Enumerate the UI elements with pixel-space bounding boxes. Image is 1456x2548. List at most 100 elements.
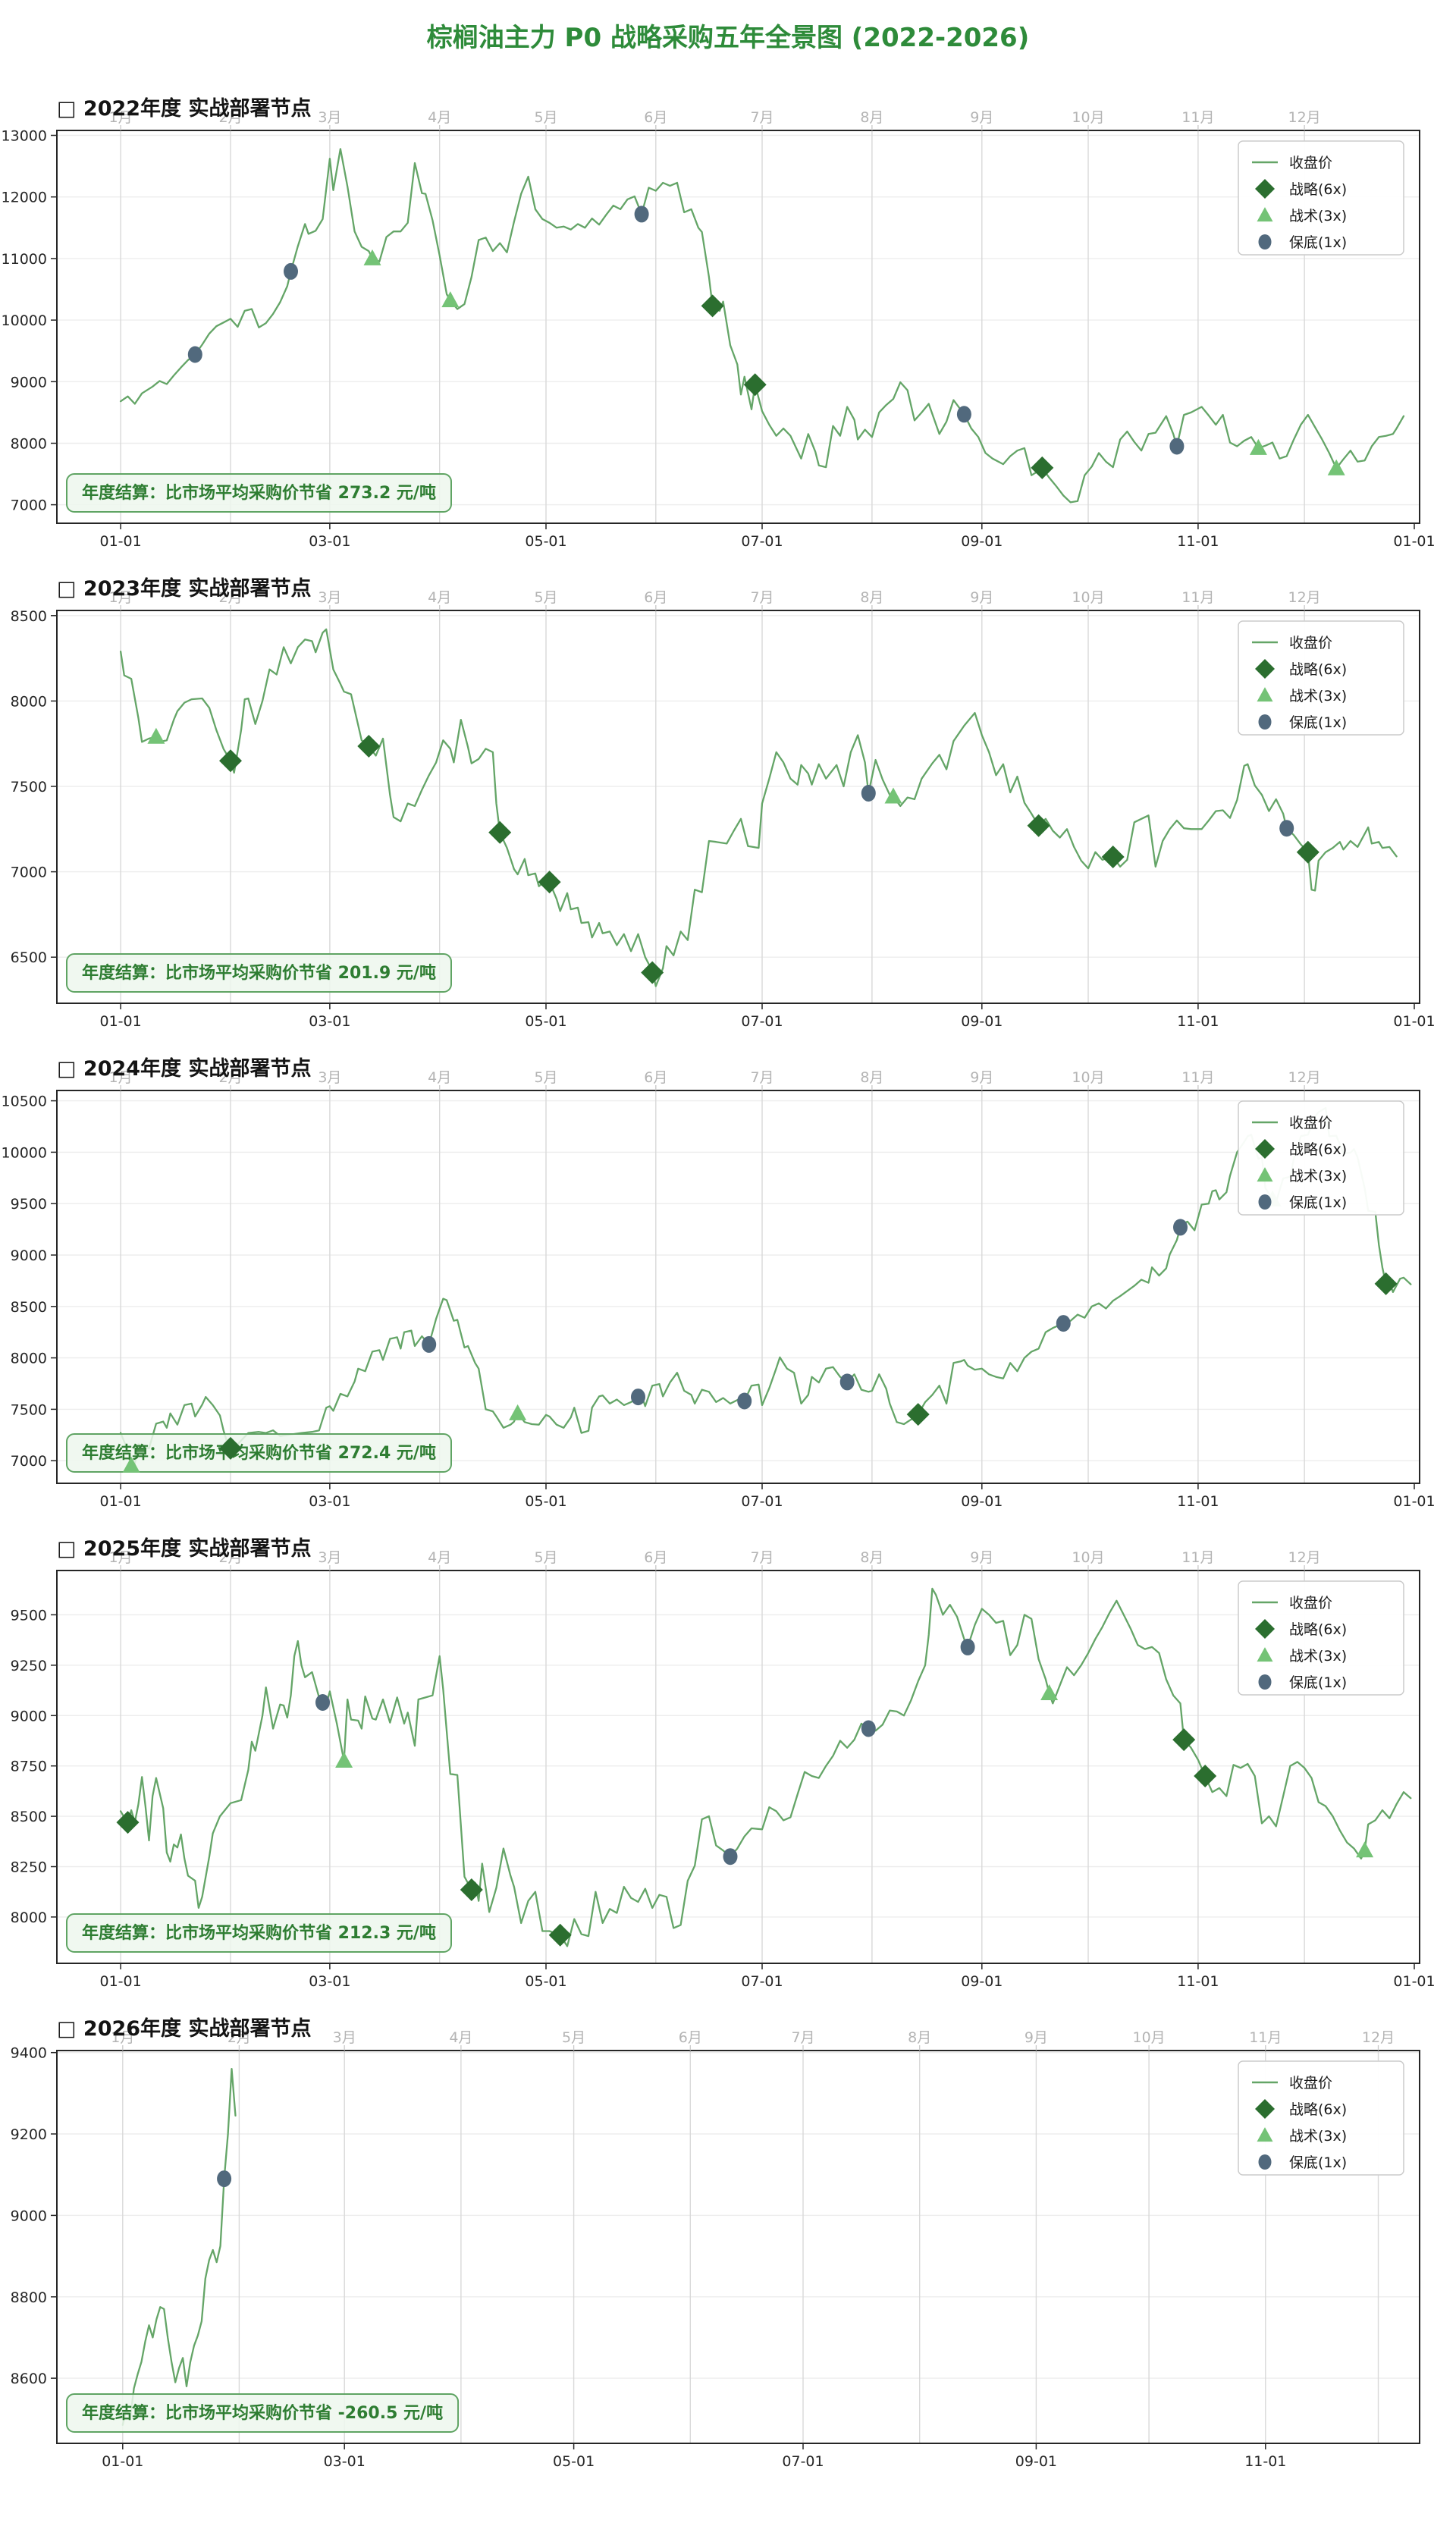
plot-frame — [56, 610, 1420, 1004]
legend-box — [1238, 1580, 1404, 1696]
month-label: 1月 — [111, 2029, 134, 2046]
x-tick-label: 09-01 — [961, 1013, 1003, 1030]
month-label: 12月 — [1288, 1069, 1321, 1086]
chart-section-2026: 年度结算：比市场平均采购价节省 -260.5 元/吨 8600 8800 9000 92… — [0, 2002, 1456, 2482]
floor-marker — [839, 1373, 855, 1391]
month-label: 6月 — [644, 109, 667, 126]
subplot-title: □ 2023年度 实战部署节点 — [57, 576, 311, 601]
month-label: 9月 — [970, 109, 993, 126]
y-tick-label: 8500 — [11, 1809, 47, 1825]
legend-label: 战术(3x) — [1289, 2128, 1347, 2145]
legend-tactic-icon — [1257, 687, 1273, 702]
gridlines — [57, 130, 1420, 523]
month-label: 3月 — [333, 2029, 356, 2046]
legend-label: 保底(1x) — [1289, 714, 1347, 731]
x-tick-label: 01-01 — [1393, 1973, 1435, 1990]
legend-strategy-icon — [1255, 179, 1275, 199]
y-tick-label: 7000 — [11, 497, 47, 514]
y-tick-label: 13000 — [2, 128, 47, 145]
axes: 6500 7000 7500 8000 8500 01-01 03-01 05-01 07-01… — [11, 589, 1436, 1030]
x-tick-label: 05-01 — [525, 1493, 566, 1510]
x-tick-label: 09-01 — [961, 533, 1003, 550]
month-label: 9月 — [970, 589, 993, 606]
chart-section-2025: 年度结算：比市场平均采购价节省 212.3 元/吨 8000 8250 8500 875… — [0, 1522, 1456, 2002]
x-tick-label: 01-01 — [1393, 1493, 1435, 1510]
y-tick-label: 7000 — [11, 864, 47, 881]
y-tick-label: 8800 — [11, 2289, 47, 2306]
legend-tactic-icon — [1257, 1167, 1273, 1182]
x-tick-label: 07-01 — [741, 533, 783, 550]
month-label: 2月 — [228, 2029, 251, 2046]
price-line — [119, 628, 1398, 987]
legend-box — [1238, 2060, 1404, 2176]
axes: 8000 8250 8500 8750 9000 9250 9500 01-01 03-01 05… — [11, 1549, 1436, 1990]
legend-floor-icon — [1258, 714, 1272, 730]
y-tick-label: 8750 — [11, 1759, 47, 1775]
annotation-box — [66, 2393, 460, 2433]
floor-marker — [631, 1389, 645, 1406]
floor-marker — [1279, 820, 1294, 837]
strategy-marker — [1296, 840, 1320, 864]
legend-strategy-icon — [1255, 659, 1275, 679]
price-line — [119, 1106, 1412, 1467]
month-label: 8月 — [908, 2029, 931, 2046]
strategy-marker — [701, 294, 724, 318]
legend-label: 战术(3x) — [1289, 688, 1347, 704]
y-tick-label: 9200 — [11, 2126, 47, 2143]
month-label: 12月 — [1288, 1549, 1321, 1566]
y-tick-label: 8000 — [11, 693, 47, 710]
gridlines — [57, 1090, 1420, 1483]
x-tick-label: 07-01 — [741, 1973, 783, 1990]
month-label: 5月 — [562, 2029, 585, 2046]
x-tick-label: 05-01 — [553, 2453, 595, 2470]
strategy-marker — [460, 1878, 483, 1901]
tactic-marker — [1327, 459, 1345, 475]
annotation-text: 年度结算：比市场平均采购价节省 273.2 元/吨 — [82, 483, 436, 503]
month-label: 7月 — [750, 1069, 774, 1086]
tactic-marker — [509, 1404, 527, 1420]
annotation-box — [66, 1913, 452, 1953]
month-label: 6月 — [679, 2029, 702, 2046]
x-tick-label: 01-01 — [1393, 533, 1435, 550]
x-tick-label: 01-01 — [99, 1973, 141, 1990]
floor-marker — [284, 262, 298, 280]
floor-marker — [1169, 438, 1185, 455]
legend-label: 战略(6x) — [1289, 1621, 1347, 1638]
strategy-marker — [219, 1436, 242, 1460]
month-label: 12月 — [1288, 589, 1321, 606]
x-tick-label: 03-01 — [309, 1973, 350, 1990]
floor-marker — [956, 406, 971, 423]
legend-floor-icon — [1258, 1674, 1272, 1690]
x-tick-label: 01-01 — [99, 1013, 141, 1030]
month-label: 6月 — [644, 1549, 667, 1566]
y-tick-label: 6500 — [11, 949, 47, 966]
markers — [122, 1190, 1398, 1473]
annotation: 年度结算：比市场平均采购价节省 201.9 元/吨 — [66, 953, 452, 993]
strategy-marker — [906, 1403, 930, 1426]
month-label: 2月 — [218, 1549, 242, 1566]
strategy-marker — [1027, 814, 1050, 837]
x-tick-label: 03-01 — [309, 533, 350, 550]
month-label: 5月 — [534, 109, 557, 126]
month-label: 3月 — [318, 589, 341, 606]
annotation-text: 年度结算：比市场平均采购价节省 201.9 元/吨 — [82, 963, 436, 983]
chart-svg-2023: 年度结算：比市场平均采购价节省 201.9 元/吨 6500 7000 7500 800… — [11, 576, 1436, 1030]
chart-svg-2024: 年度结算：比市场平均采购价节省 272.4 元/吨 7000 7500 8000 850… — [2, 1056, 1436, 1510]
annotation-text: 年度结算：比市场平均采购价节省 272.4 元/吨 — [82, 1443, 436, 1463]
subplot-title: □ 2022年度 实战部署节点 — [57, 96, 311, 121]
month-label: 8月 — [860, 1549, 883, 1566]
strategy-marker — [641, 961, 664, 984]
month-label: 8月 — [860, 109, 883, 126]
y-tick-label: 11000 — [2, 251, 47, 268]
month-label: 12月 — [1288, 109, 1321, 126]
legend-label: 战略(6x) — [1289, 181, 1347, 198]
month-label: 11月 — [1181, 109, 1214, 126]
chart-svg-2022: 年度结算：比市场平均采购价节省 273.2 元/吨 7000 8000 9000 100… — [2, 96, 1436, 550]
month-label: 10月 — [1072, 1069, 1104, 1086]
markers — [187, 206, 1345, 479]
month-label: 11月 — [1181, 1069, 1214, 1086]
y-tick-label: 7500 — [11, 779, 47, 795]
